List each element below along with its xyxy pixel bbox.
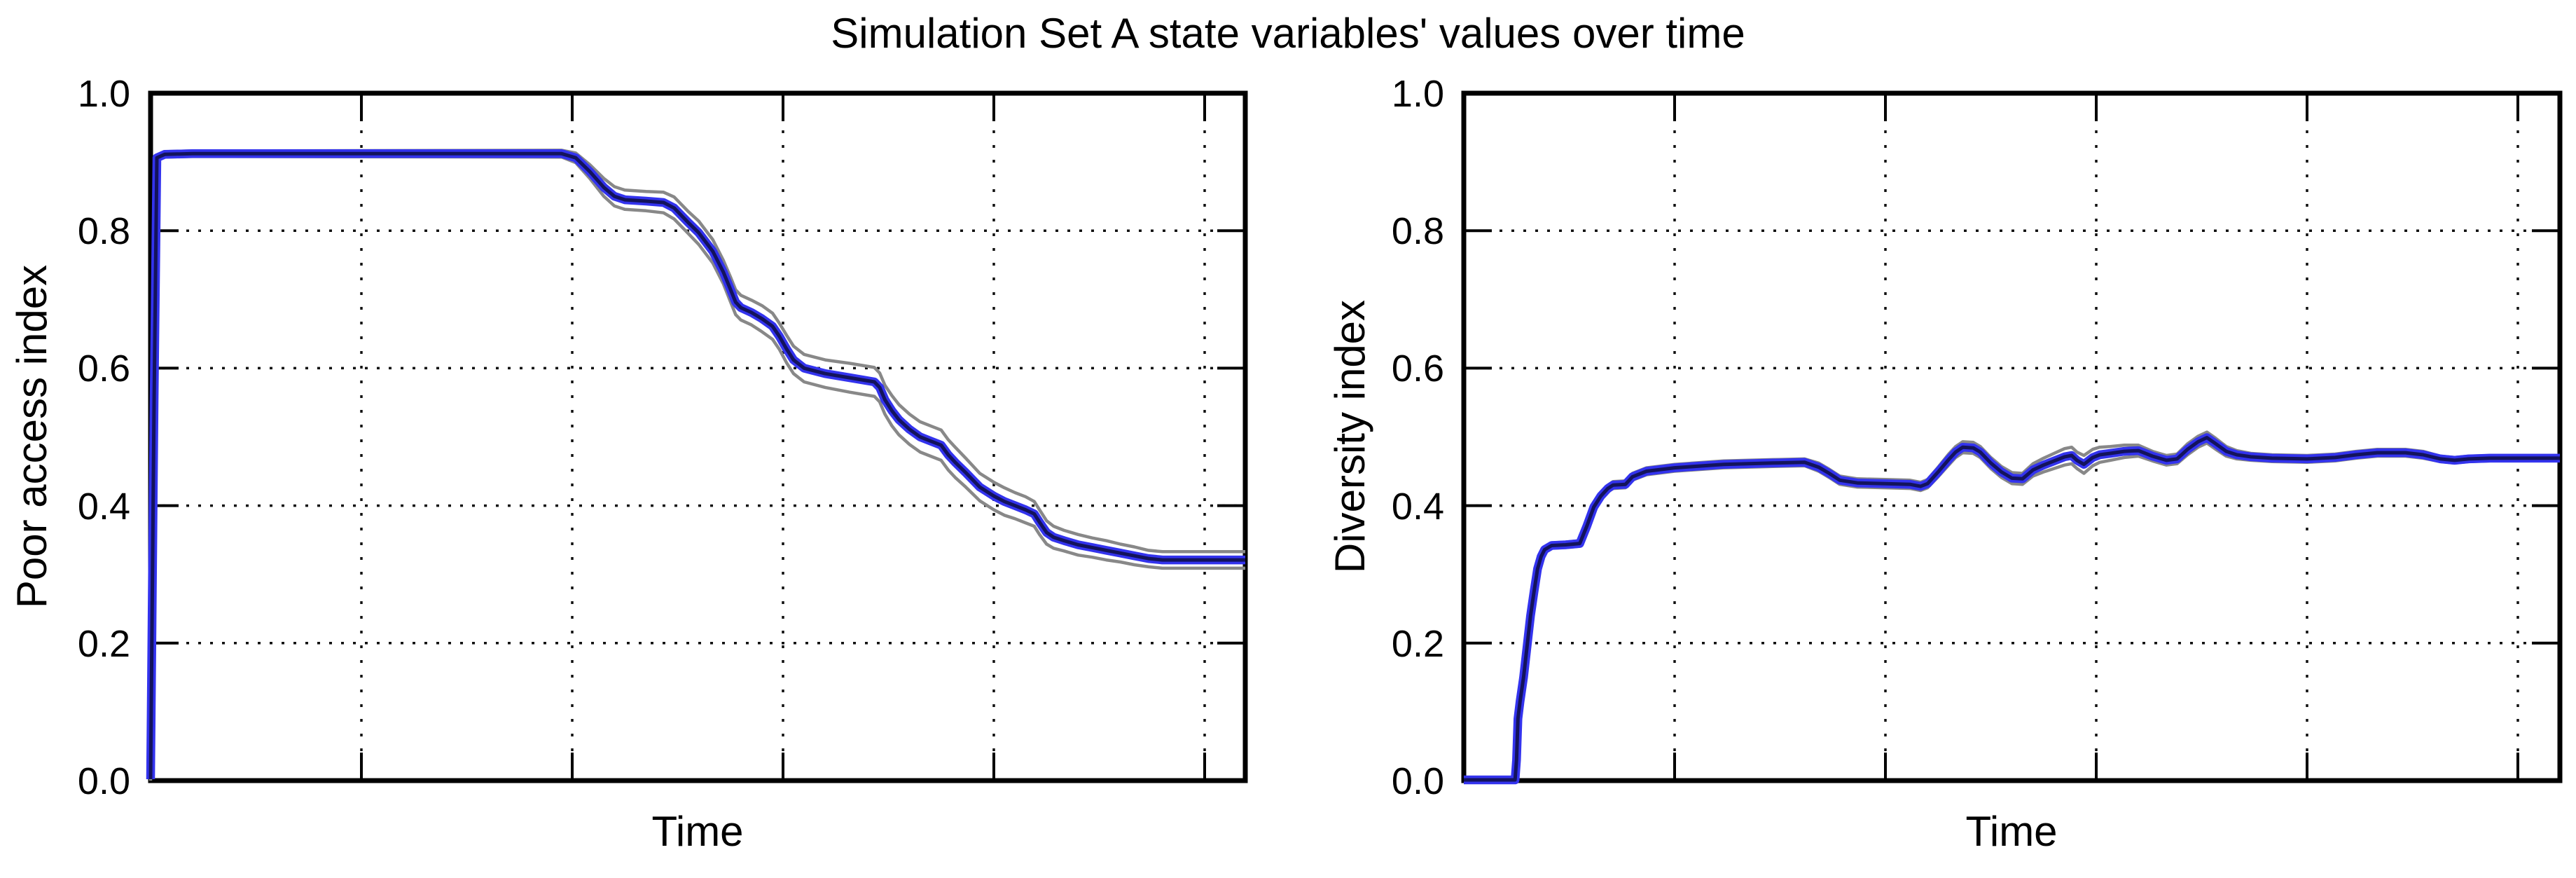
right-ytick-label: 0.2 [1392,623,1444,665]
right-y-axis-label: Diversity index [1327,300,1373,573]
tick-marks [151,92,1245,782]
gridlines [1464,93,2560,781]
envelope-lower-line [1464,441,2560,783]
right-ytick-label: 1.0 [1392,73,1444,115]
right-ytick-label: 0.8 [1392,210,1444,252]
left-ytick-label: 0.0 [78,760,130,802]
right-plot [1461,90,2563,785]
gridlines [151,93,1245,781]
left-y-axis-label: Poor access index [8,265,55,608]
mean-line [1464,436,2560,782]
right-ytick-label: 0.6 [1392,348,1444,390]
right-ytick-label: 0.4 [1392,486,1444,528]
plots-group [146,90,2563,785]
right-ytick-label: 0.0 [1392,760,1444,802]
left-ytick-label: 0.6 [78,348,130,390]
mean-line [148,151,1245,780]
tick-marks [1464,92,2560,782]
simulation-band-line [146,149,1245,780]
left-x-axis-label: Time [651,808,743,855]
left-ytick-label: 0.4 [78,486,130,528]
plot-frame [1461,90,2563,783]
envelope-lower-line [148,155,1245,781]
envelope-upper-line [148,149,1245,778]
left-ytick-label: 0.2 [78,623,130,665]
left-ytick-label: 0.8 [78,210,130,252]
simulation-band-line [1464,433,2560,785]
left-plot [146,90,1248,783]
plot-frame [148,90,1248,783]
right-x-axis-label: Time [1965,808,2057,855]
left-ytick-label: 1.0 [78,73,130,115]
figure-title: Simulation Set A state variables' values… [831,10,1745,57]
